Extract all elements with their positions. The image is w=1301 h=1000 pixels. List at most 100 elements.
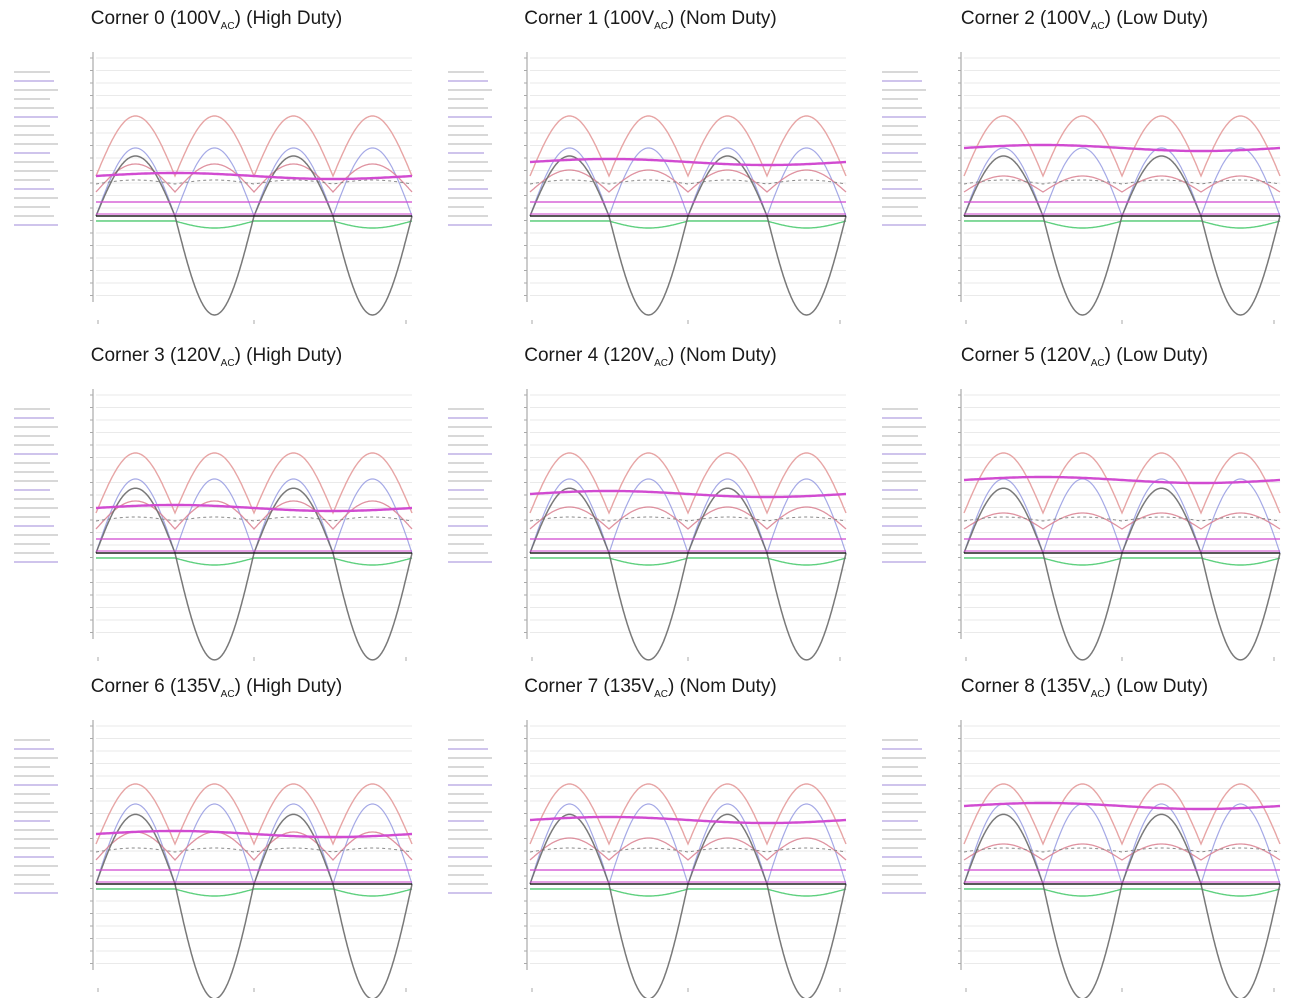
rectified-series: [963, 115, 1281, 178]
current-series: [96, 220, 413, 229]
ripple-series: [529, 837, 847, 861]
title-sub: AC: [654, 21, 669, 32]
ac-series: [95, 813, 413, 998]
bulk-series: [529, 489, 847, 499]
title-prefix: Corner 8 (135V: [960, 676, 1091, 697]
title-suffix: ) (Nom Duty): [668, 345, 777, 366]
ac-series: [529, 813, 847, 998]
title-suffix: ) (High Duty): [234, 8, 343, 29]
secondary-series: [963, 478, 1281, 555]
ac-series: [963, 813, 1281, 998]
bulk-series: [963, 143, 1281, 153]
title-prefix: Corner 5 (120V: [960, 345, 1091, 366]
plot-area: [448, 389, 847, 661]
plot-area: [14, 389, 413, 661]
current-series: [964, 888, 1281, 897]
dashed-series: [529, 847, 847, 853]
bulk-series: [95, 503, 413, 513]
chart-title: Corner 4 (120VAC) (Nom Duty): [434, 345, 867, 369]
chart-title: Corner 8 (135VAC) (Low Duty): [868, 676, 1301, 700]
dashed-series: [529, 516, 847, 522]
ripple-series: [963, 175, 1281, 193]
bulk-series: [963, 475, 1281, 485]
title-sub: AC: [1090, 689, 1105, 700]
rectified-series: [529, 115, 847, 178]
title-prefix: Corner 7 (135V: [524, 676, 655, 697]
dashed-series: [95, 179, 413, 185]
title-sub: AC: [220, 689, 235, 700]
chart-title: Corner 7 (135VAC) (Nom Duty): [434, 676, 867, 700]
current-series: [964, 557, 1281, 566]
plot-area: [448, 52, 847, 324]
chart-title: Corner 3 (120VAC) (High Duty): [0, 345, 433, 369]
title-prefix: Corner 2 (100V: [960, 8, 1091, 29]
chart-panel-4: Corner 4 (120VAC) (Nom Duty): [434, 337, 867, 669]
title-suffix: ) (High Duty): [234, 345, 343, 366]
ripple-series: [529, 506, 847, 530]
chart-panel-2: Corner 2 (100VAC) (Low Duty): [868, 0, 1301, 332]
current-series: [530, 557, 847, 566]
title-suffix: ) (High Duty): [234, 676, 343, 697]
plot-area: [448, 720, 847, 998]
chart-panel-1: Corner 1 (100VAC) (Nom Duty): [434, 0, 867, 332]
ripple-series: [95, 163, 413, 193]
rectified-series: [529, 452, 847, 515]
plot-area: [882, 52, 1281, 324]
title-sub: AC: [1090, 21, 1105, 32]
plot-area: [14, 720, 413, 998]
chart-title: Corner 6 (135VAC) (High Duty): [0, 676, 433, 700]
bulk-series: [95, 829, 413, 839]
secondary-series: [529, 478, 847, 555]
secondary-series: [95, 478, 413, 555]
dashed-series: [963, 179, 1281, 185]
title-sub: AC: [654, 689, 669, 700]
rectified-series: [95, 452, 413, 515]
title-prefix: Corner 1 (100V: [524, 8, 655, 29]
chart-panel-0: Corner 0 (100VAC) (High Duty): [0, 0, 433, 332]
ripple-series: [963, 512, 1281, 530]
chart-panel-8: Corner 8 (135VAC) (Low Duty): [868, 668, 1301, 1000]
title-prefix: Corner 4 (120V: [524, 345, 655, 366]
plot-area: [882, 389, 1281, 661]
plot-area: [14, 52, 413, 324]
dashed-series: [963, 516, 1281, 522]
chart-panel-7: Corner 7 (135VAC) (Nom Duty): [434, 668, 867, 1000]
title-suffix: ) (Low Duty): [1104, 676, 1209, 697]
rectified-series: [95, 783, 413, 846]
title-sub: AC: [654, 358, 669, 369]
title-prefix: Corner 6 (135V: [90, 676, 221, 697]
title-prefix: Corner 0 (100V: [90, 8, 221, 29]
title-sub: AC: [220, 21, 235, 32]
chart-title: Corner 2 (100VAC) (Low Duty): [868, 8, 1301, 32]
chart-title: Corner 5 (120VAC) (Low Duty): [868, 345, 1301, 369]
title-prefix: Corner 3 (120V: [90, 345, 221, 366]
dashed-series: [529, 179, 847, 185]
current-series: [964, 220, 1281, 229]
rectified-series: [95, 115, 413, 178]
bulk-series: [963, 801, 1281, 811]
title-suffix: ) (Low Duty): [1104, 8, 1209, 29]
chart-panel-3: Corner 3 (120VAC) (High Duty): [0, 337, 433, 669]
bulk-series: [529, 815, 847, 825]
current-series: [530, 888, 847, 897]
bulk-series: [95, 171, 413, 181]
current-series: [96, 557, 413, 566]
rectified-series: [963, 452, 1281, 515]
title-suffix: ) (Nom Duty): [668, 676, 777, 697]
dashed-series: [963, 847, 1281, 853]
rectified-series: [963, 783, 1281, 846]
title-suffix: ) (Low Duty): [1104, 345, 1209, 366]
title-sub: AC: [1090, 358, 1105, 369]
title-sub: AC: [220, 358, 235, 369]
current-series: [96, 888, 413, 897]
dashed-series: [95, 847, 413, 853]
chart-title: Corner 0 (100VAC) (High Duty): [0, 8, 433, 32]
bulk-series: [529, 157, 847, 167]
rectified-series: [529, 783, 847, 846]
ripple-series: [963, 843, 1281, 861]
chart-panel-5: Corner 5 (120VAC) (Low Duty): [868, 337, 1301, 669]
current-series: [530, 220, 847, 229]
dashed-series: [95, 516, 413, 522]
ripple-series: [529, 169, 847, 193]
chart-title: Corner 1 (100VAC) (Nom Duty): [434, 8, 867, 32]
